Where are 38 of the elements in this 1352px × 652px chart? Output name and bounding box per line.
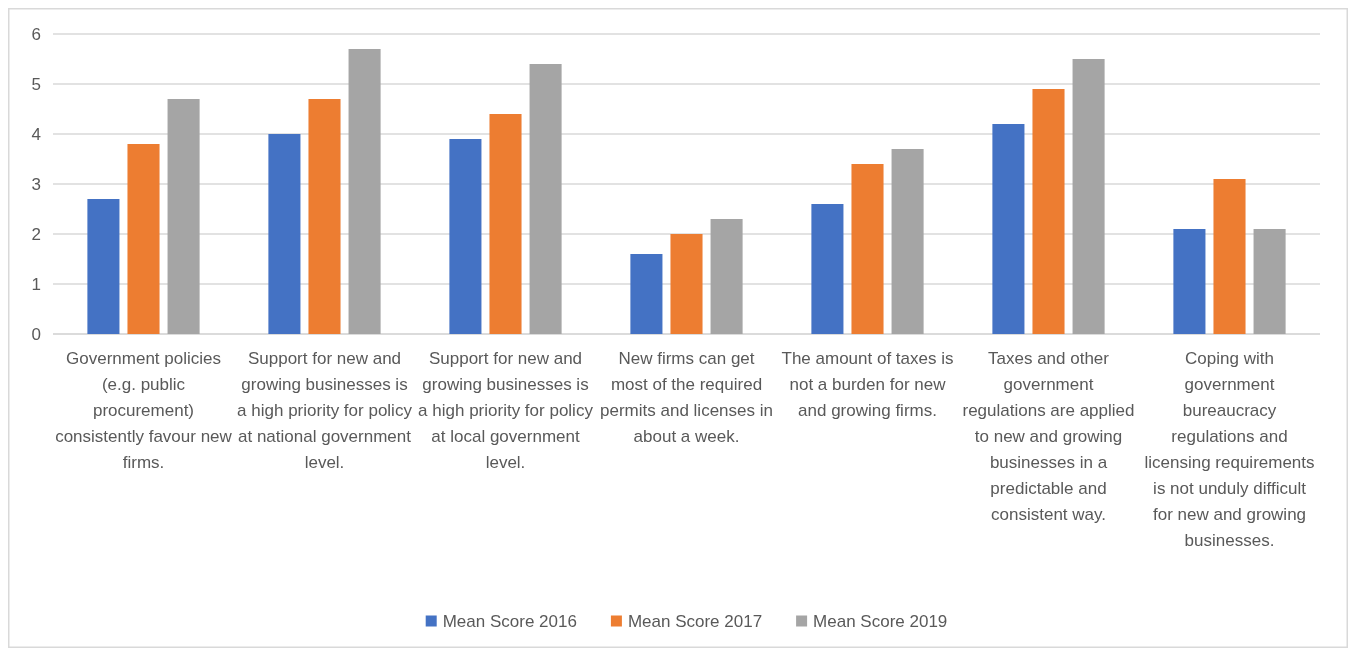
bar — [449, 139, 482, 334]
bar — [670, 234, 703, 334]
y-tick-label: 4 — [31, 124, 41, 144]
bar — [710, 219, 743, 334]
x-tick-label: Government policies (e.g. public procurement) consistently favour new firms. — [55, 349, 233, 472]
x-tick-label: Support for new and growing businesses is a high priority for policy at local government level. — [418, 349, 594, 472]
bar — [1032, 89, 1065, 334]
y-tick-label: 3 — [31, 174, 41, 194]
x-tick-label: Taxes and other government regulations are applied to new and growing businesses in a predictable and consistent way. — [962, 349, 1135, 524]
bar — [851, 164, 884, 334]
bar — [167, 99, 200, 334]
x-tick-label: New firms can get most of the required permits and licenses in about a week. — [600, 349, 773, 446]
legend-label: Mean Score 2017 — [627, 611, 763, 631]
x-tick-label: Coping with government bureaucracy regulations and licensing requirements is not unduly difficult for new and growing businesses. — [1144, 349, 1315, 550]
bar — [891, 149, 924, 334]
x-tick-label: Support for new and growing businesses is a high priority for policy at national government level. — [237, 349, 413, 472]
y-tick-label: 0 — [31, 324, 41, 344]
legend-label: Mean Score 2019 — [813, 611, 948, 631]
bar — [529, 64, 562, 334]
bar — [630, 254, 663, 334]
bar — [268, 134, 301, 334]
legend-label: Mean Score 2016 — [442, 611, 577, 631]
bar — [811, 204, 844, 334]
bar — [489, 114, 522, 334]
bar — [87, 199, 120, 334]
bar — [308, 99, 341, 334]
bar — [992, 124, 1025, 334]
y-tick-label: 2 — [31, 224, 41, 244]
bar — [348, 49, 381, 334]
y-tick-label: 1 — [31, 274, 41, 294]
bar — [1253, 229, 1286, 334]
bar — [1173, 229, 1206, 334]
bar — [1072, 59, 1105, 334]
y-tick-label: 5 — [31, 74, 41, 94]
y-tick-label: 6 — [31, 24, 41, 44]
bar — [1213, 179, 1246, 334]
x-tick-label: The amount of taxes is not a burden for new and growing firms. — [781, 349, 954, 420]
bar — [127, 144, 160, 334]
